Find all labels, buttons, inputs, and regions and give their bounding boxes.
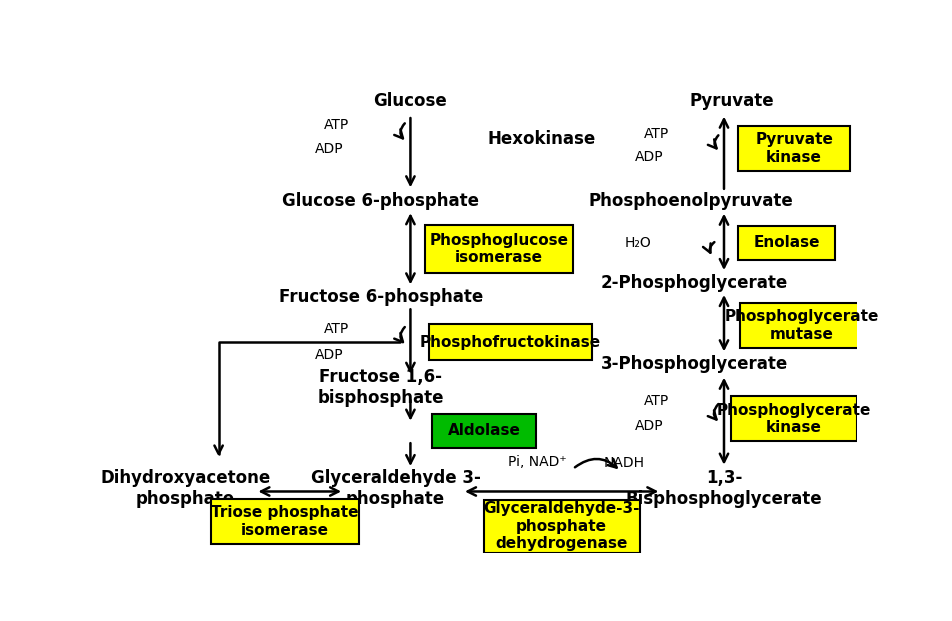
Text: H₂O: H₂O [625,237,652,250]
Text: NADH: NADH [604,456,645,470]
Text: Phosphoenolpyruvate: Phosphoenolpyruvate [588,193,793,211]
Text: ADP: ADP [634,419,663,433]
Text: Glyceraldehyde-3-
phosphate
dehydrogenase: Glyceraldehyde-3- phosphate dehydrogenas… [484,502,640,551]
Text: ADP: ADP [315,142,344,156]
Text: Fructose 6-phosphate: Fructose 6-phosphate [279,288,483,306]
FancyBboxPatch shape [739,126,850,171]
Text: Dihydroxyacetone
phosphate: Dihydroxyacetone phosphate [100,469,270,507]
FancyBboxPatch shape [210,499,359,544]
Text: ADP: ADP [315,348,344,362]
Text: 1,3-
Bisphosphoglycerate: 1,3- Bisphosphoglycerate [625,469,823,507]
Text: Enolase: Enolase [753,235,820,250]
Text: Phosphoglycerate
kinase: Phosphoglycerate kinase [717,402,871,435]
FancyBboxPatch shape [741,303,863,348]
Text: Hexokinase: Hexokinase [488,130,596,148]
Text: Fructose 1,6-
bisphosphate: Fructose 1,6- bisphosphate [318,368,445,407]
FancyBboxPatch shape [425,225,573,273]
FancyBboxPatch shape [428,324,591,360]
Text: Phosphoglycerate
mutase: Phosphoglycerate mutase [724,309,879,342]
Text: ATP: ATP [324,322,349,336]
FancyBboxPatch shape [484,500,640,553]
FancyBboxPatch shape [731,396,857,442]
Text: ATP: ATP [644,394,668,407]
Text: ATP: ATP [644,127,668,141]
Text: Pyruvate: Pyruvate [689,92,774,110]
Text: Pyruvate
kinase: Pyruvate kinase [755,132,833,165]
Text: 3-Phosphoglycerate: 3-Phosphoglycerate [601,355,788,373]
Text: Glyceraldehyde 3-
phosphate: Glyceraldehyde 3- phosphate [310,469,481,507]
Text: Phosphofructokinase: Phosphofructokinase [420,335,601,350]
Text: ATP: ATP [324,118,349,132]
FancyBboxPatch shape [432,414,536,448]
Text: Pi, NAD⁺: Pi, NAD⁺ [508,455,566,469]
Text: Glucose 6-phosphate: Glucose 6-phosphate [283,193,480,211]
Text: Phosphoglucose
isomerase: Phosphoglucose isomerase [429,233,568,265]
Text: 2-Phosphoglycerate: 2-Phosphoglycerate [601,273,788,291]
Text: Triose phosphate
isomerase: Triose phosphate isomerase [211,505,359,538]
Text: Aldolase: Aldolase [447,424,521,438]
Text: ADP: ADP [634,150,663,164]
FancyBboxPatch shape [739,226,835,260]
Text: Glucose: Glucose [373,92,447,110]
